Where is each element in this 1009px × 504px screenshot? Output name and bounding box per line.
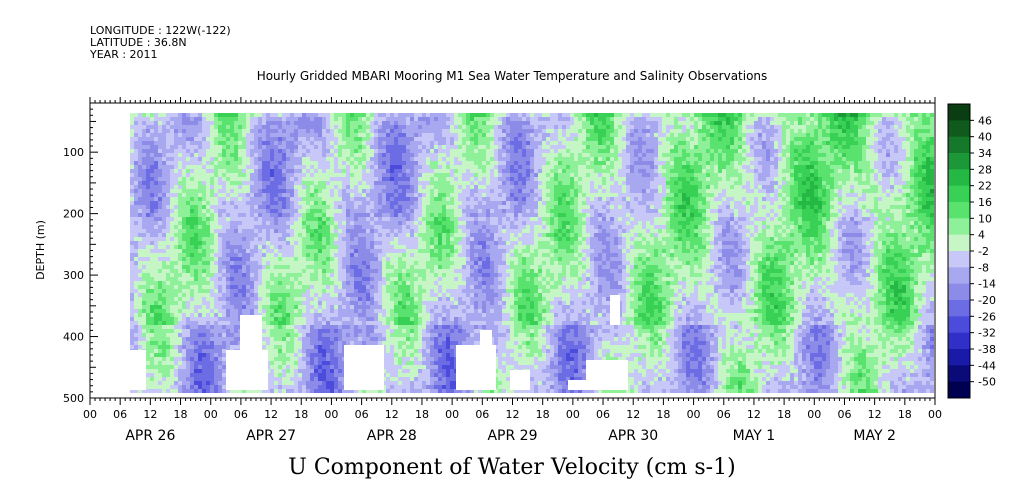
x-tick-label: 18	[898, 408, 912, 421]
colorbar-swatch	[948, 300, 970, 317]
x-tick-label: 00	[807, 408, 821, 421]
year-label: YEAR : 2011	[90, 48, 158, 61]
y-axis: 100 200 300 400 500	[63, 102, 98, 405]
heatmap-cells	[130, 113, 934, 393]
x-tick-label: 00	[204, 408, 218, 421]
x-tick-label: 12	[506, 408, 520, 421]
colorbar-swatch	[948, 104, 970, 121]
colorbar-swatch	[948, 283, 970, 301]
heatmap-plot-area	[89, 102, 936, 399]
colorbar-label: -8	[978, 261, 989, 274]
x-tick-label: 18	[174, 408, 188, 421]
x-tick-label: 06	[475, 408, 489, 421]
colorbar-swatch	[948, 251, 970, 268]
colorbar-swatch	[948, 234, 970, 252]
colorbar-swatch	[948, 218, 970, 236]
x-tick-label: 00	[324, 408, 338, 421]
x-tick-label: 18	[415, 408, 429, 421]
x-tick-label: 00	[928, 408, 942, 421]
x-tick-label: 18	[777, 408, 791, 421]
y-tick-label: 300	[63, 269, 84, 282]
colorbar-label: 22	[978, 180, 992, 193]
x-tick-label: 06	[596, 408, 610, 421]
colorbar-label: -50	[978, 376, 996, 389]
x-tick-label: 12	[143, 408, 157, 421]
x-day-label: APR 30	[608, 428, 658, 444]
colorbar-label: -2	[978, 245, 989, 258]
colorbar-label: -14	[978, 278, 996, 291]
longitude-label: LONGITUDE : 122W(-122)	[90, 24, 231, 37]
x-day-label: APR 29	[487, 428, 537, 444]
colorbar-swatch	[948, 202, 970, 219]
colorbar-label: -38	[978, 343, 996, 356]
chart-title: Hourly Gridded MBARI Mooring M1 Sea Wate…	[257, 69, 768, 83]
colorbar-label: 34	[978, 147, 992, 160]
colorbar-label: 28	[978, 163, 992, 176]
y-tick-label: 200	[63, 208, 84, 221]
x-tick-label: 06	[113, 408, 127, 421]
colorbar-label: 16	[978, 196, 992, 209]
colorbar-swatch	[948, 267, 970, 285]
x-day-label: MAY 1	[733, 428, 775, 444]
colorbar-legend: 46 40 34 28 22 16 10 4 -2 -8 -14 -20 -26 -32 -38 -44 -50	[947, 103, 996, 399]
x-tick-label: 12	[747, 408, 761, 421]
colorbar-swatch	[948, 349, 970, 366]
x-day-label: APR 27	[246, 428, 296, 444]
x-tick-label: 00	[566, 408, 580, 421]
x-day-label: APR 26	[125, 428, 175, 444]
x-day-label: MAY 2	[853, 428, 895, 444]
x-tick-label: 12	[385, 408, 399, 421]
colorbar-swatch	[948, 120, 970, 138]
colorbar-swatch	[948, 153, 970, 170]
latitude-label: LATITUDE : 36.8N	[90, 36, 187, 49]
colorbar-swatch	[948, 169, 970, 187]
colorbar-label: 10	[978, 212, 992, 225]
x-tick-label: 06	[355, 408, 369, 421]
y-tick-label: 100	[63, 146, 84, 159]
x-tick-label: 00	[687, 408, 701, 421]
x-tick-label: 00	[445, 408, 459, 421]
x-tick-label: 06	[837, 408, 851, 421]
x-tick-label: 18	[656, 408, 670, 421]
colorbar-label: 46	[978, 114, 992, 127]
x-axis: 00 06 12 18 00 06 12 18 00 06 12 18 00 06 12 18 00 06 12 18…	[83, 97, 942, 444]
colorbar-label: -26	[978, 310, 996, 323]
y-tick-label: 400	[63, 331, 84, 344]
colorbar-swatch	[948, 185, 970, 203]
colorbar-swatch	[948, 365, 970, 383]
x-tick-label: 06	[717, 408, 731, 421]
x-tick-label: 18	[536, 408, 550, 421]
colorbar-swatch	[948, 136, 970, 154]
x-tick-label: 18	[294, 408, 308, 421]
colorbar-label: -44	[978, 359, 996, 372]
x-tick-label: 06	[234, 408, 248, 421]
colorbar-swatch	[948, 381, 970, 399]
x-tick-label: 12	[626, 408, 640, 421]
x-tick-label: 00	[83, 408, 97, 421]
colorbar-swatch	[948, 316, 970, 334]
y-tick-label: 500	[63, 392, 84, 405]
colorbar-label: -32	[978, 327, 996, 340]
y-axis-label: DEPTH (m)	[34, 220, 47, 280]
x-tick-label: 12	[264, 408, 278, 421]
x-tick-label: 12	[868, 408, 882, 421]
colorbar-label: 4	[978, 229, 985, 242]
colorbar-label: -20	[978, 294, 996, 307]
x-axis-label: U Component of Water Velocity (cm s-1)	[288, 455, 735, 480]
colorbar-swatch	[948, 332, 970, 350]
x-day-label: APR 28	[367, 428, 417, 444]
colorbar-label: 40	[978, 131, 992, 144]
